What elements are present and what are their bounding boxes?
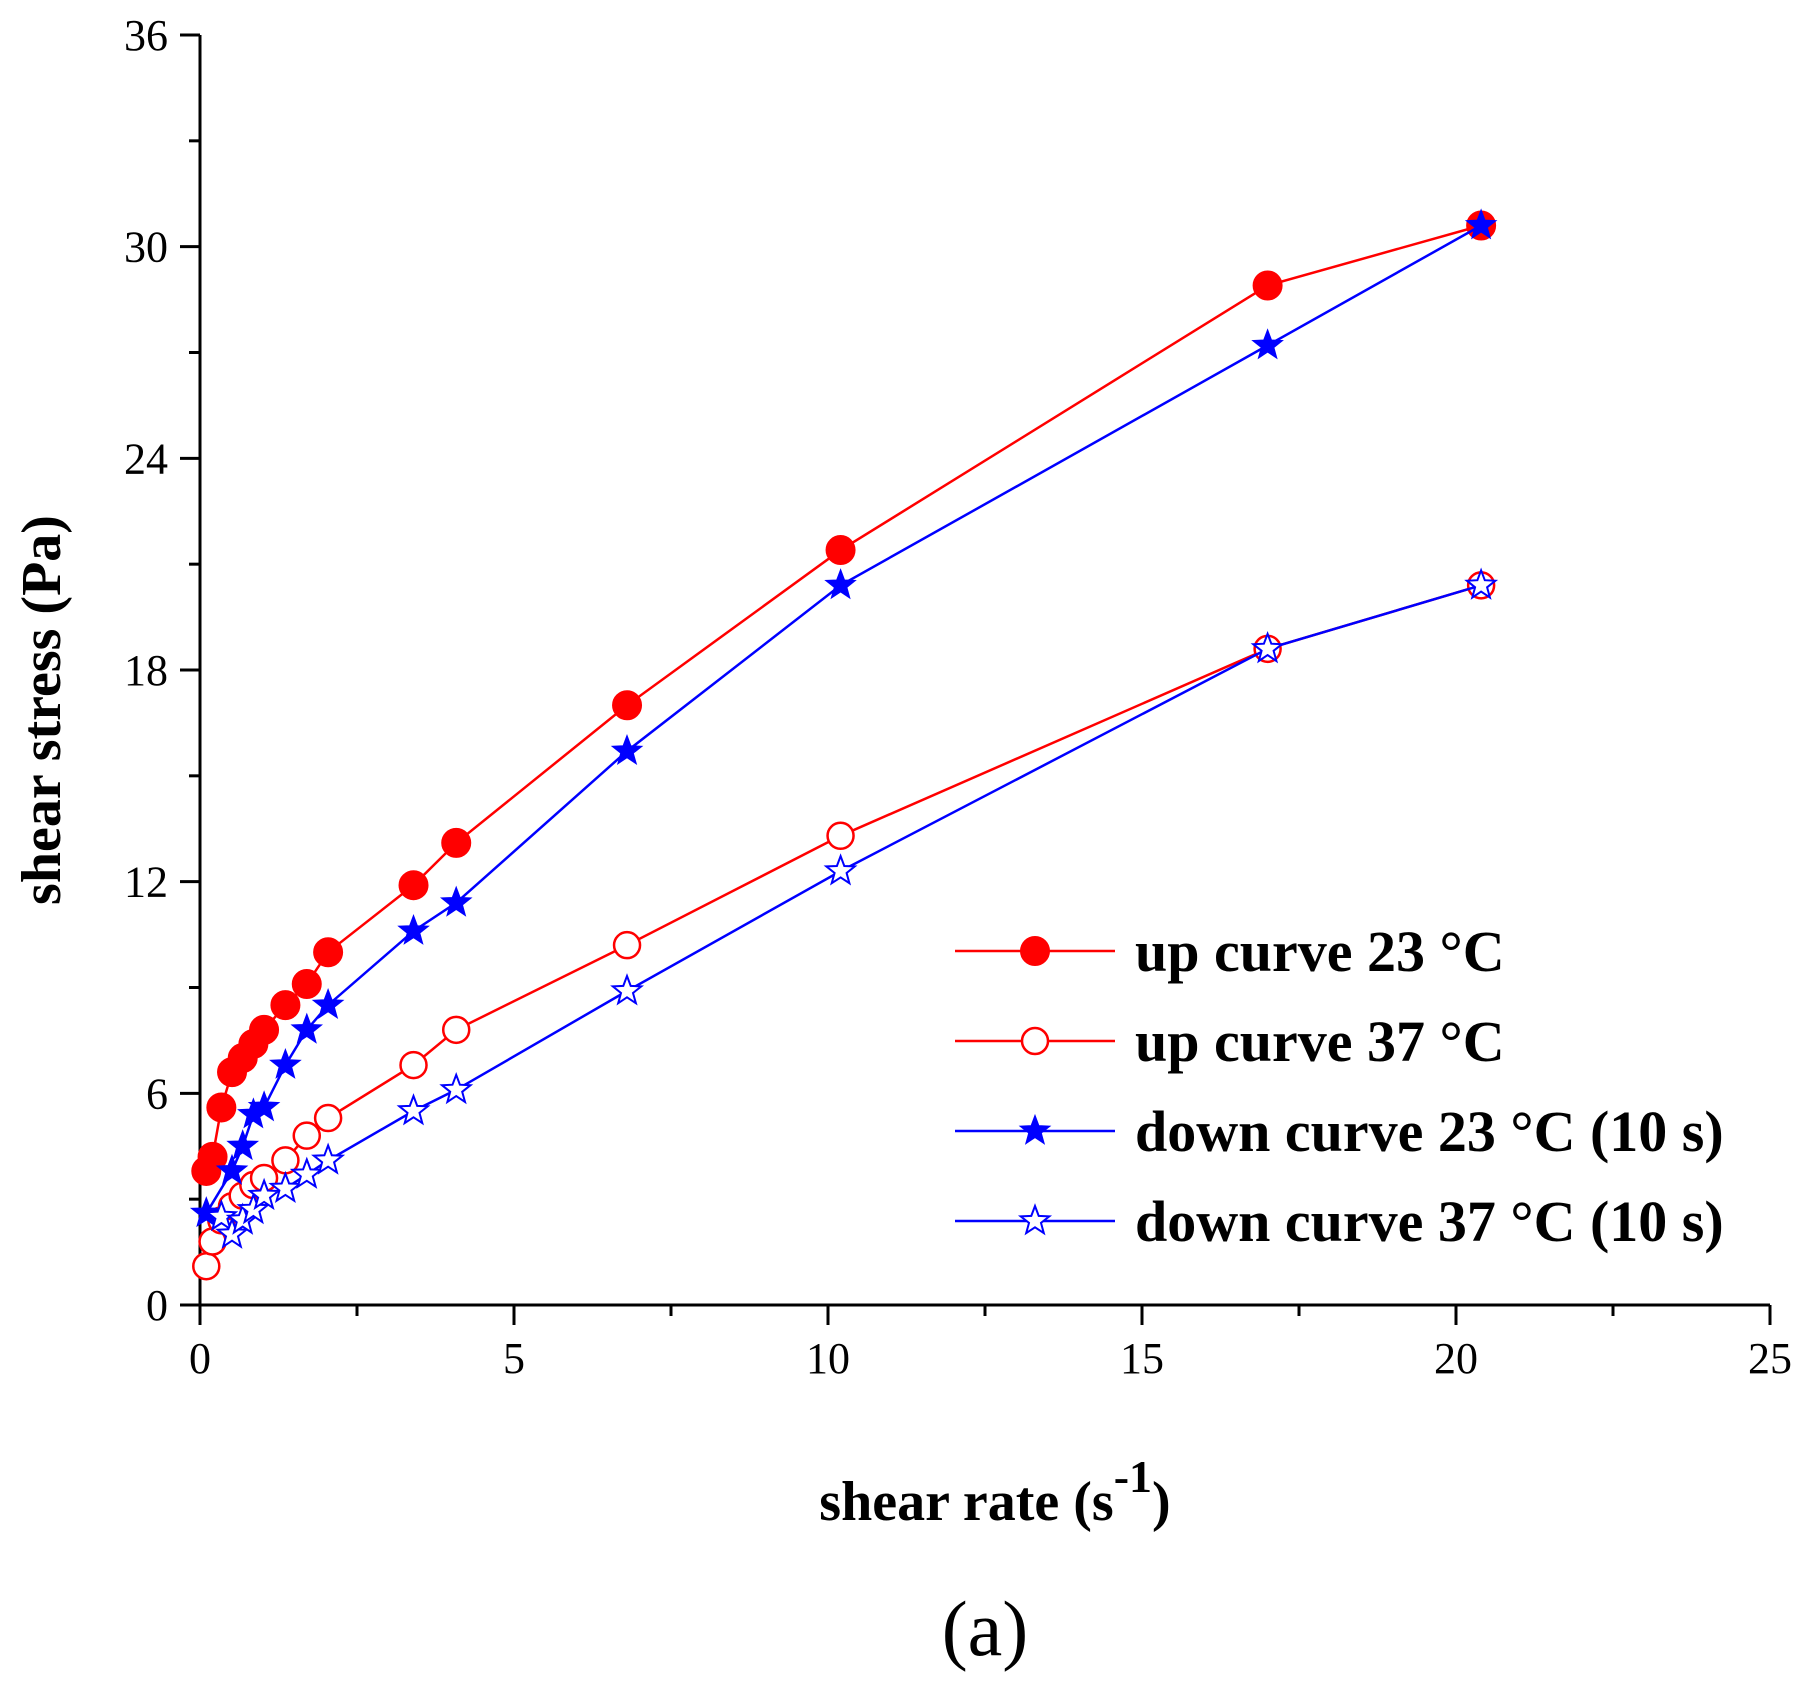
x-tick-label: 10 [806, 1334, 850, 1383]
y-tick-label: 36 [124, 11, 168, 60]
data-point [610, 733, 644, 766]
data-point [396, 1093, 431, 1126]
x-tick-label: 15 [1120, 1334, 1164, 1383]
data-point [215, 1153, 249, 1185]
y-tick-label: 24 [124, 434, 168, 483]
data-point [1250, 630, 1285, 664]
legend-item: down curve 37 °C (10 s) [955, 1189, 1724, 1254]
data-point [311, 1142, 346, 1175]
x-tick-label: 25 [1748, 1334, 1792, 1383]
data-point [313, 1103, 343, 1133]
legend-marker [1018, 1113, 1052, 1145]
data-point [269, 1047, 302, 1079]
data-point [1252, 270, 1283, 301]
y-tick-label: 18 [124, 646, 168, 695]
y-tick-label: 30 [124, 223, 168, 272]
data-point [291, 968, 322, 999]
data-point [1251, 328, 1284, 360]
legend: up curve 23 °C up curve 37 °C down curve 2… [955, 919, 1724, 1254]
data-point [204, 1198, 239, 1232]
data-point [441, 1015, 471, 1045]
x-tick-label: 5 [503, 1334, 525, 1383]
data-point [197, 1141, 228, 1172]
data-point [398, 870, 429, 901]
series-3 [189, 208, 1498, 1228]
legend-label: up curve 37 °C [1135, 1009, 1505, 1074]
x-tick-label: 0 [189, 1334, 211, 1383]
y-tick-label: 0 [146, 1281, 168, 1330]
data-point [236, 1191, 271, 1225]
data-point [290, 1012, 324, 1044]
legend-label: down curve 23 °C (10 s) [1135, 1099, 1724, 1164]
data-point [399, 1050, 428, 1080]
data-point [215, 1216, 250, 1249]
data-point [247, 1177, 282, 1211]
legend-marker [1020, 1026, 1050, 1056]
data-point [1464, 567, 1499, 600]
data-point [397, 913, 430, 945]
data-point [313, 937, 344, 968]
data-point [439, 1071, 474, 1105]
data-point [249, 1014, 280, 1045]
data-point [612, 690, 643, 721]
legend-label: down curve 37 °C (10 s) [1135, 1189, 1724, 1254]
x-axis-title-superscript: -1 [1114, 1451, 1152, 1502]
legend-item: up curve 37 °C [955, 1009, 1505, 1074]
data-point [1464, 208, 1498, 240]
data-point [311, 987, 345, 1020]
legend-label: up curve 23 °C [1135, 919, 1505, 984]
x-axis-title-end: ) [1152, 1471, 1171, 1533]
data-point [292, 1121, 322, 1150]
y-tick-label: 12 [124, 858, 168, 907]
y-tick-label: 6 [146, 1069, 168, 1118]
x-axis-title: shear rate (s-1) [819, 1451, 1170, 1533]
data-point [289, 1156, 324, 1189]
data-point [826, 821, 855, 851]
data-point [439, 885, 473, 917]
panel-label: (a) [942, 1585, 1029, 1672]
data-point [610, 973, 645, 1006]
series-4 [204, 567, 1499, 1249]
data-point [823, 853, 858, 886]
data-point [825, 535, 856, 566]
legend-item: up curve 23 °C [955, 919, 1505, 984]
legend-item: down curve 23 °C (10 s) [955, 1099, 1724, 1164]
data-point [247, 1090, 281, 1122]
data-point [192, 1251, 221, 1281]
x-tick-label: 20 [1434, 1334, 1478, 1383]
data-point [270, 990, 301, 1021]
data-point [206, 1092, 237, 1123]
legend-marker [1017, 1203, 1053, 1236]
axes: 0 5 10 15 20 25 0 6 12 18 24 30 36 [124, 11, 1792, 1383]
data-point [824, 568, 857, 600]
data-point [612, 930, 642, 960]
data-point [441, 827, 472, 858]
data-point [226, 1129, 260, 1161]
x-axis-title-main: shear rate (s [819, 1471, 1113, 1533]
y-axis-title: shear stress (Pa) [11, 515, 73, 905]
data-point [268, 1170, 303, 1203]
series-line [205, 224, 1482, 1172]
legend-marker [1020, 936, 1050, 966]
series-layer [189, 208, 1499, 1281]
